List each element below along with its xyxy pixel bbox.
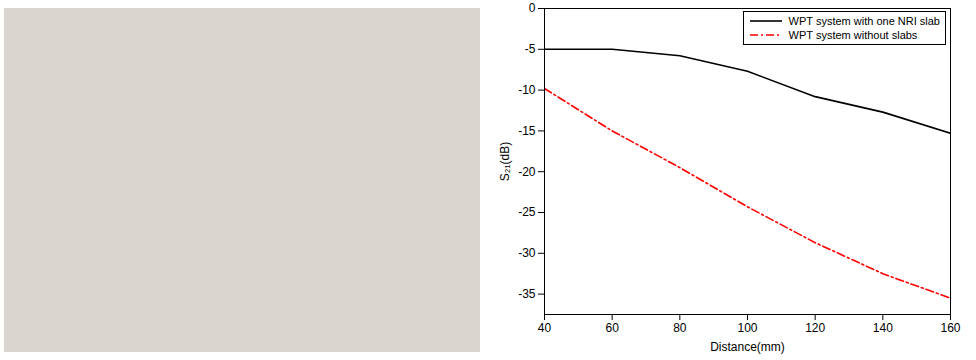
svg-text:140: 140: [873, 321, 893, 335]
svg-text:80: 80: [673, 321, 687, 335]
svg-text:160: 160: [940, 321, 960, 335]
svg-text:S₂₁(dB): S₂₁(dB): [498, 142, 512, 181]
svg-text:60: 60: [605, 321, 619, 335]
svg-text:-35: -35: [518, 287, 536, 301]
html-text:WPT system without slabs: WPT system without slabs: [788, 29, 918, 41]
svg-text:-5: -5: [525, 42, 536, 56]
svg-text:100: 100: [737, 321, 757, 335]
svg-text:-10: -10: [518, 83, 536, 97]
svg-text:-25: -25: [518, 205, 536, 219]
html-text:WPT system with one NRI slab: WPT system with one NRI slab: [788, 15, 940, 27]
svg-text:120: 120: [805, 321, 825, 335]
svg-text:0: 0: [529, 1, 536, 15]
svg-text:-30: -30: [518, 246, 536, 260]
svg-text:Distance(mm): Distance(mm): [710, 340, 785, 354]
svg-text:-15: -15: [518, 124, 536, 138]
svg-text:40: 40: [538, 321, 552, 335]
svg-text:-20: -20: [518, 165, 536, 179]
